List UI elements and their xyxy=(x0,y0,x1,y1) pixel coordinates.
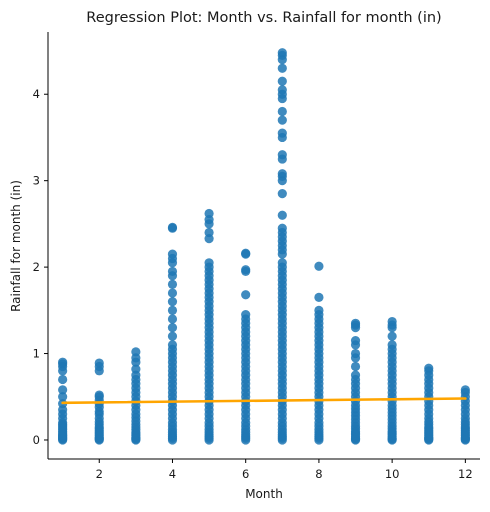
data-point xyxy=(277,63,287,73)
y-tick-label: 4 xyxy=(33,87,40,101)
data-point xyxy=(314,261,324,271)
y-axis-ticks: 0 1 2 3 4 xyxy=(33,87,48,447)
data-point xyxy=(167,331,178,341)
data-point xyxy=(387,331,397,341)
data-point xyxy=(241,310,251,320)
data-point xyxy=(277,258,287,268)
data-point xyxy=(167,314,178,324)
data-point xyxy=(424,363,434,373)
data-point xyxy=(277,76,287,86)
data-point xyxy=(241,290,251,300)
data-point xyxy=(277,106,287,117)
data-point xyxy=(167,249,178,259)
data-point xyxy=(131,364,141,374)
data-point xyxy=(387,340,397,350)
x-tick-label: 6 xyxy=(242,467,249,481)
data-point xyxy=(277,169,287,179)
data-point xyxy=(131,347,141,357)
data-point xyxy=(58,392,68,402)
data-point xyxy=(277,189,287,199)
data-point xyxy=(167,288,178,298)
data-point xyxy=(167,279,178,289)
data-point xyxy=(277,128,287,138)
data-point xyxy=(94,358,104,368)
data-point xyxy=(314,305,324,315)
x-tick-label: 8 xyxy=(315,467,322,481)
data-point xyxy=(460,385,470,395)
data-point xyxy=(350,335,361,346)
data-point xyxy=(277,115,287,125)
x-axis-label: Month xyxy=(245,487,283,501)
data-point xyxy=(167,222,178,232)
x-tick-label: 4 xyxy=(169,467,176,481)
data-point xyxy=(94,390,104,400)
data-point xyxy=(167,305,178,315)
data-point xyxy=(350,370,361,380)
y-tick-label: 3 xyxy=(33,174,40,188)
data-point xyxy=(277,223,287,233)
data-point xyxy=(241,248,251,258)
data-point xyxy=(387,316,397,327)
chart-title: Regression Plot: Month vs. Rainfall for … xyxy=(86,10,441,26)
regression-line-layer xyxy=(61,397,467,405)
y-tick-label: 1 xyxy=(33,347,40,361)
data-point xyxy=(167,323,178,333)
x-tick-label: 2 xyxy=(96,467,103,481)
data-point xyxy=(204,227,214,238)
data-point xyxy=(314,292,324,302)
data-point xyxy=(167,297,178,307)
data-point xyxy=(350,318,361,328)
data-point xyxy=(350,348,361,359)
data-point xyxy=(350,361,361,372)
data-point xyxy=(204,258,214,268)
x-tick-label: 12 xyxy=(458,467,473,481)
data-point xyxy=(58,385,68,395)
x-axis-ticks: 2 4 6 8 10 12 xyxy=(96,459,473,481)
y-axis-label: Rainfall for month (in) xyxy=(9,180,23,312)
data-point xyxy=(277,150,287,160)
data-point xyxy=(277,210,287,220)
y-tick-label: 2 xyxy=(33,260,40,274)
data-point xyxy=(204,208,214,219)
data-point xyxy=(241,265,251,275)
data-point xyxy=(167,340,178,350)
y-tick-label: 0 xyxy=(33,433,40,447)
data-point xyxy=(167,266,178,277)
data-point xyxy=(277,85,287,95)
scatter-points xyxy=(58,48,470,445)
data-point xyxy=(58,357,68,367)
x-tick-label: 10 xyxy=(385,467,400,481)
data-point xyxy=(58,374,68,385)
regression-line xyxy=(61,397,467,405)
data-point xyxy=(277,48,287,58)
